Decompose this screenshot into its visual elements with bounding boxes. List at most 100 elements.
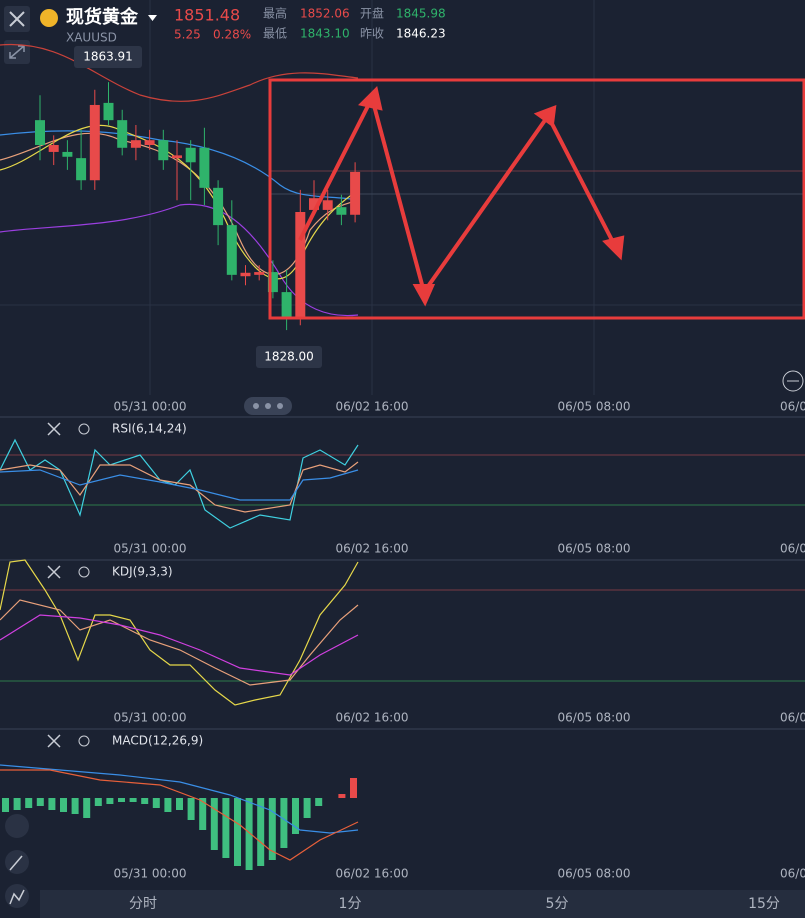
symbol: XAUUSD [66, 31, 117, 45]
candle-body [199, 147, 210, 188]
min-tag [256, 346, 322, 368]
x-axis-label: 06/05 08:00 [558, 711, 631, 725]
macd-bar [222, 798, 230, 858]
settings-indicator[interactable] [78, 566, 90, 578]
candle-body [322, 200, 333, 210]
candle-body [130, 140, 141, 148]
grid [0, 0, 805, 395]
candle-body [240, 272, 251, 277]
tab-bar [40, 890, 805, 918]
macd-bar [164, 798, 172, 812]
x-axis-label: 05/31 00:00 [114, 542, 187, 556]
x-axis-label: 05/31 00:00 [114, 867, 187, 881]
zoom-out[interactable] [782, 370, 804, 392]
x-axis-label: 06/05 08:00 [558, 867, 631, 881]
candle-body [295, 212, 306, 319]
macd-bar [118, 798, 125, 802]
macd-bar [106, 798, 114, 804]
candle-body [62, 151, 73, 157]
macd-bar [292, 798, 299, 834]
candle-body [89, 104, 100, 181]
indicator-name: RSI(6,14,24) [112, 422, 187, 436]
macd-bar [245, 798, 253, 870]
dropdown[interactable] [148, 15, 157, 21]
macd-bar [141, 798, 149, 804]
x-axis-label: 06/0 [780, 400, 805, 414]
x-axis-label: 05/31 00:00 [114, 400, 187, 414]
macd-bar [36, 798, 44, 806]
max-tag [74, 46, 142, 68]
macd-bar [268, 798, 276, 860]
macd-bar [60, 798, 67, 812]
indicator-name: KDJ(9,3,3) [112, 565, 173, 579]
kdj-lines [0, 559, 359, 706]
max-label: 1863.91 [83, 50, 133, 64]
macd-bar [234, 798, 241, 866]
shrink-icon [9, 45, 25, 59]
tab[interactable]: 15分 [748, 896, 780, 912]
candle-body [336, 207, 347, 215]
candle-body [35, 120, 45, 146]
macd-bar [25, 798, 33, 808]
label: 开盘 [360, 6, 384, 21]
candle-body [281, 292, 292, 319]
macd-bar [176, 798, 183, 810]
label: 最低 [263, 27, 287, 41]
side-tools[interactable] [5, 814, 29, 908]
macd-bar [257, 798, 265, 866]
macd-bar [152, 798, 160, 808]
label: 昨收 [360, 27, 384, 41]
candle-body [76, 158, 87, 181]
indicator-name: MACD(12,26,9) [112, 734, 203, 748]
prev: 1846.23 [396, 27, 446, 41]
x-axis-label: 06/02 16:00 [336, 400, 409, 414]
macd-bar [187, 798, 195, 820]
change-pct: 0.28% [213, 28, 251, 42]
candle-body [185, 147, 196, 163]
candle-body [172, 155, 182, 159]
tab[interactable]: 分时 [129, 896, 157, 912]
macd-bar [338, 794, 346, 798]
macd-bar [2, 798, 9, 812]
min-label: 1828.00 [264, 350, 314, 364]
candle-body [254, 272, 265, 275]
tab[interactable]: 5分 [546, 896, 569, 912]
candle-body [144, 140, 155, 146]
macd-bar [129, 798, 137, 802]
macd-bar [210, 798, 218, 850]
settings-indicator[interactable] [78, 423, 90, 435]
x-axis-label: 06/05 08:00 [558, 542, 631, 556]
high: 1852.06 [300, 7, 350, 21]
pager[interactable] [244, 397, 292, 415]
candle-body [226, 225, 237, 275]
macd-bar [280, 798, 288, 848]
annotation-arrows [298, 86, 625, 307]
x-axis-label: 06/0 [780, 867, 805, 881]
close-indicator[interactable] [47, 565, 61, 579]
macd-bar [303, 798, 311, 818]
close-icon [9, 11, 25, 27]
macd-bar [94, 798, 102, 806]
x-axis-label: 06/02 16:00 [336, 542, 409, 556]
x-axis-label: 06/02 16:00 [336, 867, 409, 881]
open: 1845.98 [396, 7, 446, 21]
title: 现货黄金 [66, 6, 139, 28]
close-indicator[interactable] [47, 422, 61, 436]
x-axis-label: 06/02 16:00 [336, 711, 409, 725]
macd-bar [315, 798, 323, 806]
settings-indicator[interactable] [78, 735, 90, 747]
candle-body [213, 187, 224, 226]
candle-body [48, 145, 59, 152]
rsi-lines [0, 438, 359, 529]
x-axis-label: 06/0 [780, 711, 805, 725]
tab[interactable]: 1分 [339, 896, 362, 912]
macd-bar [199, 798, 207, 830]
macd-bar [71, 798, 79, 814]
candle-body [350, 171, 361, 215]
macd-bar [350, 778, 357, 798]
candle-body [158, 140, 169, 161]
close-indicator[interactable] [47, 734, 61, 748]
gold-icon [40, 9, 58, 27]
